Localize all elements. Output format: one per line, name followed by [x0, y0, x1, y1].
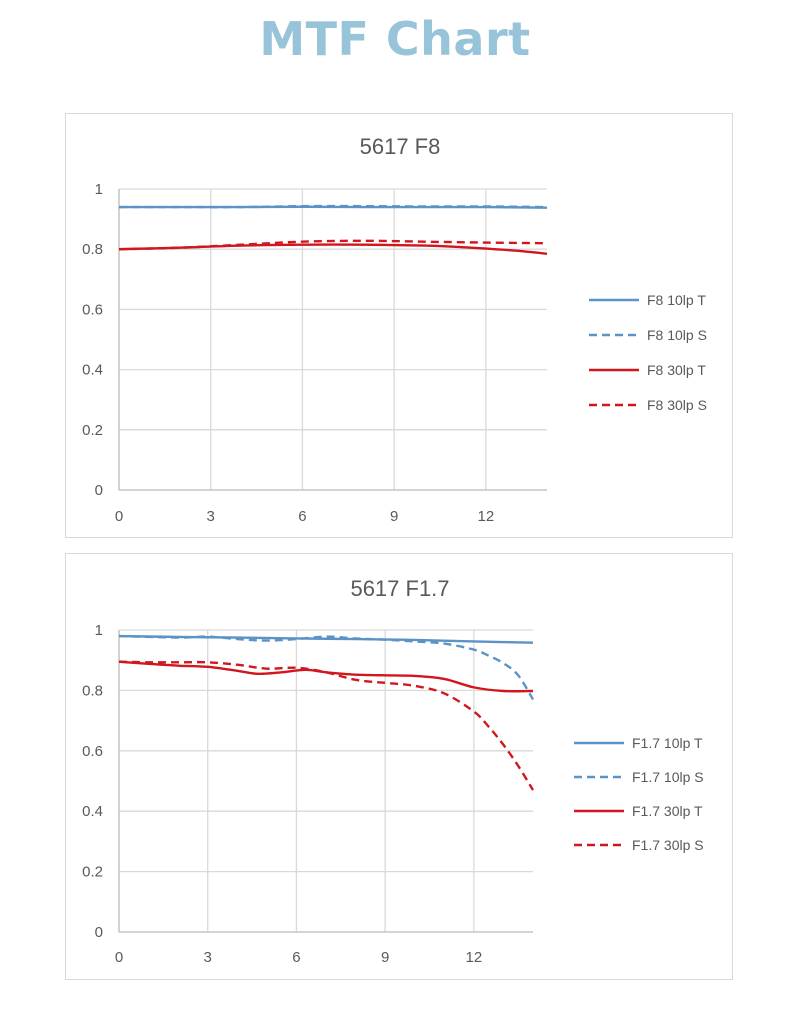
chart-f1-7-y-tick-label: 0.2 [82, 864, 103, 881]
series-line-f1-7-30lp-t [118, 660, 534, 693]
chart-f1-7-x-tick-label: 12 [466, 949, 483, 966]
chart-f8: 5617 F8 0 0.2 0.4 0.6 0.8 1 0 3 6 9 12 F8 10lp T F8 1… [65, 113, 733, 538]
legend-label-f8-30lp-t: F8 30lp T [647, 362, 706, 378]
chart-f8-x-tick-label: 0 [115, 508, 123, 525]
chart-f1-7-y-tick-label: 0 [95, 924, 103, 941]
chart-f8-x-tick-label: 3 [207, 508, 215, 525]
chart-f1-7-y-tick-label: 0.8 [82, 682, 103, 699]
chart-f1-7: 5617 F1.7 0 0.2 0.4 0.6 0.8 1 0 3 6 9 12 F1.7 10lp T… [65, 553, 733, 980]
chart-f1-7-title: 5617 F1.7 [350, 576, 449, 601]
chart-f8-y-tick-label: 0.8 [82, 241, 103, 258]
legend-label-f1-7-10lp-t: F1.7 10lp T [632, 735, 703, 751]
series-line-f1-7-10lp-s [118, 634, 535, 701]
chart-f8-y-tick-label: 0.4 [82, 362, 103, 379]
series-line-f1-7-10lp-t [118, 634, 534, 644]
legend-label-f8-10lp-t: F8 10lp T [647, 292, 706, 308]
chart-f1-7-y-tick-label: 0.4 [82, 803, 103, 820]
series-line-f8-30lp-s [118, 239, 548, 251]
chart-f8-y-tick-label: 1 [95, 181, 103, 198]
chart-f1-7-x-tick-label: 6 [292, 949, 300, 966]
chart-f8-y-tick-label: 0 [95, 482, 103, 499]
legend-label-f1-7-30lp-t: F1.7 30lp T [632, 803, 703, 819]
chart-f1-7-x-tick-label: 9 [381, 949, 389, 966]
legend-label-f8-10lp-s: F8 10lp S [647, 327, 707, 343]
chart-f8-y-tick-label: 0.6 [82, 301, 103, 318]
chart-f1-7-y-tick-label: 1 [95, 622, 103, 639]
legend-label-f8-30lp-s: F8 30lp S [647, 397, 707, 413]
chart-f8-y-tick-label: 0.2 [82, 422, 103, 439]
series-line-f8-10lp-s [119, 204, 548, 209]
legend-label-f1-7-10lp-s: F1.7 10lp S [632, 769, 704, 785]
chart-f1-7-y-tick-label: 0.6 [82, 743, 103, 760]
chart-f8-title: 5617 F8 [360, 134, 441, 159]
series-line-f1-7-30lp-s [118, 660, 535, 791]
chart-f1-7-x-tick-label: 0 [115, 949, 123, 966]
chart-f1-7-svg: 5617 F1.7 0 0.2 0.4 0.6 0.8 1 0 3 6 9 12 F1.7 10lp T… [82, 576, 704, 966]
chart-f8-x-tick-label: 9 [390, 508, 398, 525]
chart-f8-x-tick-label: 6 [298, 508, 306, 525]
chart-f1-7-x-tick-label: 3 [204, 949, 212, 966]
chart-f8-x-tick-label: 12 [478, 508, 495, 525]
chart-f8-svg: 5617 F8 0 0.2 0.4 0.6 0.8 1 0 3 6 9 12 F8 10lp T F8 1… [82, 134, 707, 525]
legend-label-f1-7-30lp-s: F1.7 30lp S [632, 837, 704, 853]
page-title: MTF Chart [259, 12, 531, 66]
